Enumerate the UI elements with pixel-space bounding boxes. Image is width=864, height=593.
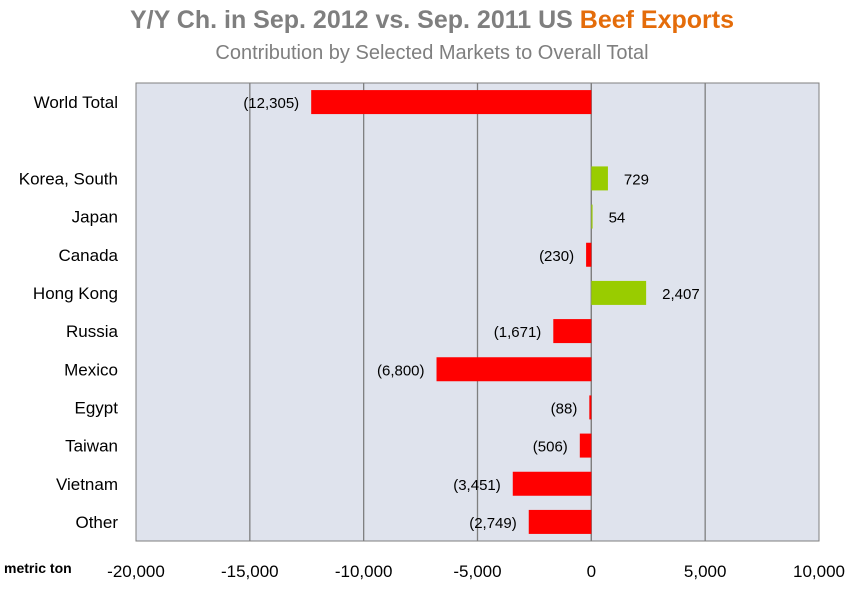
data-label: 54 xyxy=(609,210,626,227)
bar xyxy=(591,204,593,229)
category-label: Vietnam xyxy=(56,475,118,494)
category-label: Egypt xyxy=(75,398,119,417)
bar xyxy=(553,319,592,344)
x-tick-label: -15,000 xyxy=(221,562,279,581)
x-tick-label: 0 xyxy=(587,562,596,581)
data-label: (1,671) xyxy=(494,324,542,341)
bar xyxy=(436,357,592,382)
x-tick-label: -10,000 xyxy=(335,562,393,581)
category-label: Japan xyxy=(72,208,118,227)
bar xyxy=(586,242,592,267)
category-label: Taiwan xyxy=(65,437,118,456)
bar xyxy=(528,509,592,534)
category-label: Hong Kong xyxy=(33,284,118,303)
data-label: (88) xyxy=(551,400,578,417)
chart-title: Y/Y Ch. in Sep. 2012 vs. Sep. 2011 US Be… xyxy=(0,6,864,35)
x-tick-label: 5,000 xyxy=(684,562,727,581)
value-labels: (12,305) 729 54 (230) 2,407 (1,671) (6,800) (88… xyxy=(243,95,699,532)
bar xyxy=(591,166,608,191)
category-label: Other xyxy=(75,513,118,532)
x-tick-label: 10,000 xyxy=(793,562,845,581)
data-label: (230) xyxy=(539,248,574,265)
x-tick-labels: -20,000 -15,000 -10,000 -5,000 0 5,000 10,000 xyxy=(107,562,845,581)
x-axis-unit-label: metric ton xyxy=(4,560,72,576)
bar xyxy=(311,90,592,115)
grid-lines xyxy=(249,83,706,541)
category-labels: World Total Korea, South Japan Canada Hong K… xyxy=(19,93,119,532)
data-label: 2,407 xyxy=(662,286,700,303)
data-label: (3,451) xyxy=(453,477,501,494)
category-label: Russia xyxy=(66,322,119,341)
data-label: (506) xyxy=(533,439,568,456)
category-label: Mexico xyxy=(64,360,118,379)
category-label: Korea, South xyxy=(19,169,118,188)
chart-title-prefix: Y/Y Ch. in Sep. 2012 vs. Sep. 2011 US xyxy=(130,6,580,34)
x-tick-label: -5,000 xyxy=(453,562,501,581)
category-label: World Total xyxy=(34,93,118,112)
category-label: Canada xyxy=(58,246,118,265)
bars xyxy=(311,90,647,534)
data-label: 729 xyxy=(624,171,649,188)
bar xyxy=(589,395,592,420)
data-label: (6,800) xyxy=(377,362,425,379)
chart-title-accent: Beef Exports xyxy=(579,6,734,34)
bar xyxy=(591,280,647,305)
data-label: (12,305) xyxy=(243,95,299,112)
chart-subtitle: Contribution by Selected Markets to Over… xyxy=(215,42,649,64)
x-tick-label: -20,000 xyxy=(107,562,165,581)
data-label: (2,749) xyxy=(469,515,517,532)
bar xyxy=(579,433,592,458)
bar xyxy=(512,471,592,496)
